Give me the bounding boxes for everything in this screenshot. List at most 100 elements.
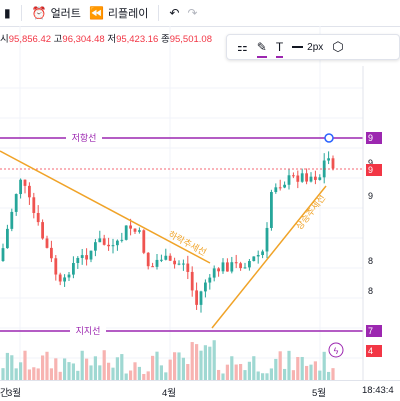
volume-bar — [14, 368, 18, 380]
toolbar-divider — [158, 5, 160, 21]
volume-bar — [199, 350, 203, 380]
volume-price-tag: 4 — [366, 345, 382, 357]
volume-bar — [278, 351, 282, 380]
up-trend-line[interactable] — [211, 185, 327, 329]
volume-bar — [102, 350, 106, 380]
volume-bar — [327, 371, 331, 380]
undo-button[interactable]: ↶ — [165, 0, 183, 26]
volume-bar — [71, 363, 75, 380]
volume-bar — [212, 340, 216, 380]
line-width-button[interactable]: 2px — [292, 38, 323, 56]
candle-body — [204, 282, 207, 292]
candle-body — [89, 250, 93, 260]
candle-body — [305, 173, 308, 182]
candle-body — [45, 238, 49, 248]
volume-bar — [58, 371, 62, 380]
volume-bar — [208, 346, 212, 380]
time-interval-button[interactable]: ▮ — [0, 0, 15, 26]
resistance-label: 저항선 — [72, 133, 97, 143]
close-value: 95,501.08 — [169, 34, 212, 45]
redo-icon: ↷ — [187, 6, 198, 20]
candle-body — [296, 175, 300, 182]
top-toolbar: ▮ ⏰ 얼러트 ⏪ 리플레이 ↶ ↷ — [0, 0, 400, 27]
volume-bar — [168, 359, 172, 380]
candle-body — [54, 258, 58, 275]
candle-body — [58, 274, 62, 282]
time-label-april: 4월 — [162, 388, 177, 399]
candle-body — [226, 262, 229, 272]
candle-body — [283, 184, 286, 188]
volume-bar — [146, 371, 150, 380]
volume-bar — [239, 363, 243, 380]
candle-body — [63, 277, 66, 282]
candle-body — [41, 222, 44, 239]
candle-body — [278, 187, 282, 189]
candle-body — [234, 262, 238, 264]
toolbar-divider — [20, 5, 22, 21]
settings-button[interactable]: ⬡ — [332, 38, 343, 56]
time-axis[interactable]: 간 3월 4월 5월 18:43:4 — [0, 380, 400, 401]
candle-body — [155, 259, 159, 267]
time-label-march: 3월 — [7, 388, 22, 399]
resistance-line-handle[interactable] — [324, 133, 334, 143]
volume-bar — [217, 369, 221, 380]
volume-bar — [27, 369, 31, 380]
volume-bar — [234, 364, 238, 380]
volume-bar — [93, 356, 97, 380]
price-chart[interactable]: 저항선 지지선 하락추세선 상승추세선 ϟ — [0, 26, 400, 380]
volume-bar — [318, 370, 322, 380]
volume-bar — [230, 356, 234, 380]
candle-body — [168, 255, 172, 261]
down-trend-line[interactable] — [0, 150, 211, 264]
volume-bar — [155, 351, 159, 380]
candle-body — [221, 262, 225, 272]
volume-bar — [265, 373, 269, 380]
open-label: 시 — [0, 34, 9, 45]
candle-body — [124, 225, 128, 240]
candle-body — [318, 177, 322, 180]
low-label: 저 — [107, 34, 117, 45]
volume-bar — [159, 365, 163, 380]
volume-bar — [296, 357, 300, 380]
volume-bars — [1, 340, 335, 380]
resistance-label-bg — [66, 132, 102, 144]
drawing-toolbar: ⚏ ✎ T 2px ⬡ — [226, 34, 400, 60]
alert-button[interactable]: ⏰ 얼러트 — [28, 0, 85, 26]
volume-bar — [283, 368, 287, 380]
volume-bar — [1, 368, 5, 380]
candle-body — [80, 255, 84, 258]
current-price-tag: 9 — [366, 164, 382, 176]
candle-body — [182, 263, 185, 265]
replay-button[interactable]: ⏪ 리플레이 — [85, 0, 152, 26]
lightning-icon[interactable] — [328, 342, 344, 358]
candle-body — [94, 242, 97, 251]
candle-body — [98, 238, 102, 243]
volume-bar — [36, 368, 40, 380]
candle-body — [142, 230, 146, 253]
candle-body — [327, 158, 330, 161]
volume-bar — [23, 350, 27, 380]
undo-icon: ↶ — [169, 6, 180, 20]
template-button[interactable]: ⚏ — [237, 38, 248, 56]
alarm-clock-icon: ⏰ — [31, 6, 47, 20]
redo-button[interactable]: ↷ — [183, 0, 201, 26]
line-color-button[interactable]: ✎ — [256, 38, 267, 58]
open-value: 95,856.42 — [8, 34, 52, 45]
candle-body — [160, 259, 163, 261]
candle-body — [212, 268, 216, 278]
volume-bar — [247, 361, 251, 380]
candle-body — [116, 240, 119, 246]
candle-body — [243, 267, 247, 269]
volume-bar — [151, 355, 155, 380]
time-label-may: 5월 — [312, 388, 327, 399]
volume-bar — [261, 373, 265, 380]
volume-bar — [173, 352, 177, 380]
volume-bar — [269, 368, 273, 380]
volume-bar — [49, 368, 53, 380]
high-label: 고 — [53, 34, 63, 45]
price-axis-label: 8 — [368, 286, 374, 296]
candle-body — [261, 251, 264, 256]
text-color-button[interactable]: T — [275, 38, 284, 58]
volume-bar — [98, 365, 102, 380]
volume-bar — [45, 351, 49, 380]
